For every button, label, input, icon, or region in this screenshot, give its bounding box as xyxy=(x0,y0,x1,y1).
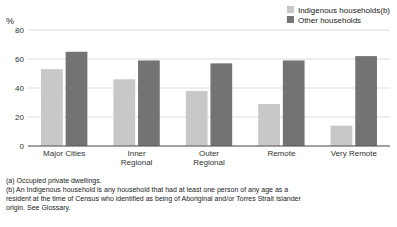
y-tick-label: 80 xyxy=(15,26,24,35)
bar xyxy=(355,56,377,146)
legend-swatch xyxy=(287,16,294,23)
y-tick-label: 20 xyxy=(15,113,24,122)
y-tick-label: 40 xyxy=(15,84,24,93)
bar xyxy=(66,52,88,146)
footnote: (b) An Indigenous household is any house… xyxy=(6,186,288,194)
footnote: (a) Occupied private dwellings. xyxy=(6,177,102,185)
bar xyxy=(138,60,160,146)
bar xyxy=(210,63,232,146)
bar xyxy=(258,104,280,146)
legend: Indigenous households(b)Other households xyxy=(287,6,390,25)
chart-container: 0 20 40 60 80% Major Cities InnerRegional Outer… xyxy=(0,0,397,227)
bar xyxy=(331,126,353,146)
bars xyxy=(41,52,377,146)
x-tick-label: Very Remote xyxy=(331,149,378,158)
footnote: resident at the time of Census who ident… xyxy=(6,195,301,203)
y-axis-label: % xyxy=(6,16,14,26)
x-tick-label: OuterRegional xyxy=(193,149,225,167)
bar xyxy=(113,79,135,146)
y-tick-label: 60 xyxy=(15,55,24,64)
legend-swatch xyxy=(287,6,294,13)
footnote: origin. See Glossary. xyxy=(6,204,71,212)
legend-label: Other households xyxy=(298,16,361,25)
x-axis-line xyxy=(28,146,390,147)
grid-line xyxy=(28,146,390,147)
bar xyxy=(41,69,63,146)
y-tick-label: 0 xyxy=(20,142,25,151)
x-tick-label: InnerRegional xyxy=(121,149,153,167)
bar xyxy=(186,91,208,146)
bar xyxy=(283,60,305,146)
chart: 0 20 40 60 80% Major Cities InnerRegional Outer… xyxy=(0,0,397,227)
x-tick-label: Major Cities xyxy=(43,149,85,158)
legend-label: Indigenous households(b) xyxy=(298,6,390,15)
x-tick-label: Remote xyxy=(267,149,296,158)
grid-line xyxy=(28,30,390,31)
